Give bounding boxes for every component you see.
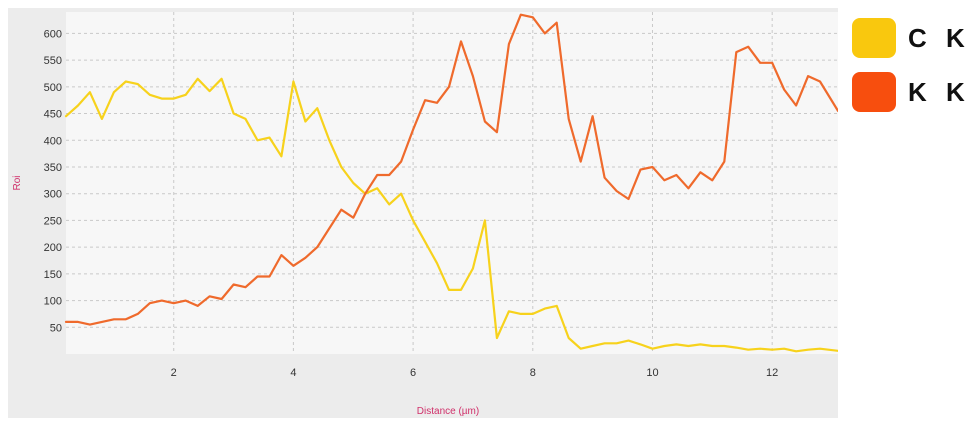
y-tick-label: 550	[44, 55, 62, 67]
y-tick-label: 600	[44, 28, 62, 40]
y-tick-label: 100	[44, 296, 62, 308]
x-tick-label: 6	[410, 367, 416, 379]
legend-swatch-series-1	[852, 18, 896, 58]
legend-item-series-2: K K	[852, 72, 972, 112]
y-tick-label: 500	[44, 82, 62, 94]
plot-background	[66, 12, 838, 354]
y-tick-label: 450	[44, 109, 62, 121]
x-tick-label: 2	[171, 367, 177, 379]
y-tick-label: 400	[44, 135, 62, 147]
x-tick-label: 4	[290, 367, 296, 379]
y-axis-title: Roi	[12, 175, 23, 190]
x-tick-label: 12	[766, 367, 778, 379]
legend-item-series-1: C K	[852, 18, 972, 58]
plot-area: 50 100 150 200 250 300 350 400 450 500 550 600 2 4 6 8 1…	[8, 8, 838, 418]
y-tick-label: 350	[44, 162, 62, 174]
x-tick-label: 10	[646, 367, 658, 379]
legend-swatch-series-2	[852, 72, 896, 112]
legend-label-series-2: K K	[908, 77, 971, 108]
x-axis-title: Distance (µm)	[417, 406, 479, 417]
line-chart: 50 100 150 200 250 300 350 400 450 500 550 600 2 4 6 8 1…	[8, 8, 838, 418]
y-tick-label: 150	[44, 269, 62, 281]
legend-label-series-1: C K	[908, 23, 971, 54]
y-tick-label: 200	[44, 242, 62, 254]
legend: C K K K	[852, 18, 972, 126]
y-tick-label: 300	[44, 189, 62, 201]
y-tick-label: 250	[44, 215, 62, 227]
y-tick-label: 50	[50, 322, 62, 334]
x-tick-label: 8	[530, 367, 536, 379]
